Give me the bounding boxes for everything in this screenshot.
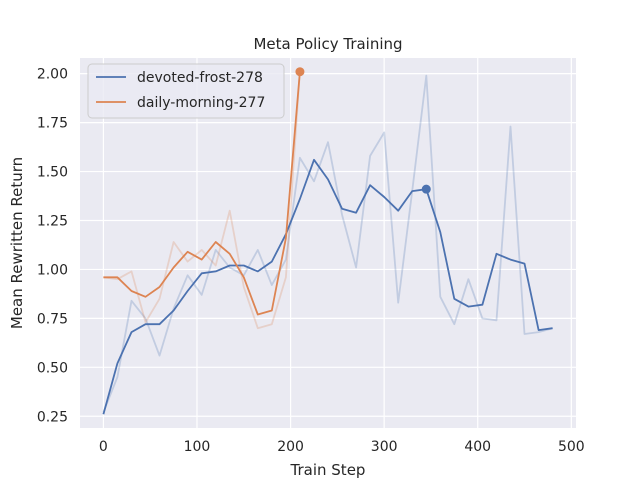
x-tick-label: 400: [464, 439, 491, 455]
x-tick-label: 500: [558, 439, 585, 455]
legend-box: [87, 63, 285, 119]
y-tick-label: 0.50: [37, 360, 68, 376]
y-axis-label: Mean Rewritten Return: [8, 157, 26, 329]
smoothed-lines: [102, 71, 553, 415]
y-tick-label: 0.75: [37, 311, 68, 327]
x-tick-labels: 0 100 200 300 400 500: [99, 439, 585, 455]
y-tick-label: 2.00: [37, 67, 68, 83]
end-marker-daily-morning-277: [295, 67, 305, 77]
end-marker-devoted-frost-278: [421, 184, 431, 194]
raw-line-daily-morning-277: [103, 71, 301, 330]
smoothed-line-daily-morning-277: [103, 71, 301, 316]
grid: [80, 58, 576, 428]
y-tick-labels: 0.25 0.50 0.75 1.00 1.25 1.50 1.75 2.00: [37, 67, 68, 426]
x-tick-label: 300: [371, 439, 398, 455]
y-tick-label: 1.75: [37, 116, 68, 132]
end-markers: [295, 67, 431, 194]
y-tick-label: 1.25: [37, 213, 68, 229]
y-tick-label: 1.00: [37, 262, 68, 278]
x-tick-label: 0: [99, 439, 108, 455]
chart-title: Meta Policy Training: [253, 35, 402, 53]
x-axis-label: Train Step: [290, 461, 366, 479]
legend-label-daily-morning-277: daily-morning-277: [137, 95, 265, 111]
x-tick-label: 200: [277, 439, 304, 455]
legend-label-devoted-frost-278: devoted-frost-278: [137, 70, 263, 86]
plot-background: [80, 58, 576, 428]
y-tick-label: 1.50: [37, 165, 68, 181]
y-tick-label: 0.25: [37, 409, 68, 425]
smoothed-line-devoted-frost-278: [102, 158, 553, 415]
legend: devoted-frost-278 daily-morning-277: [87, 63, 285, 119]
x-tick-label: 100: [184, 439, 211, 455]
